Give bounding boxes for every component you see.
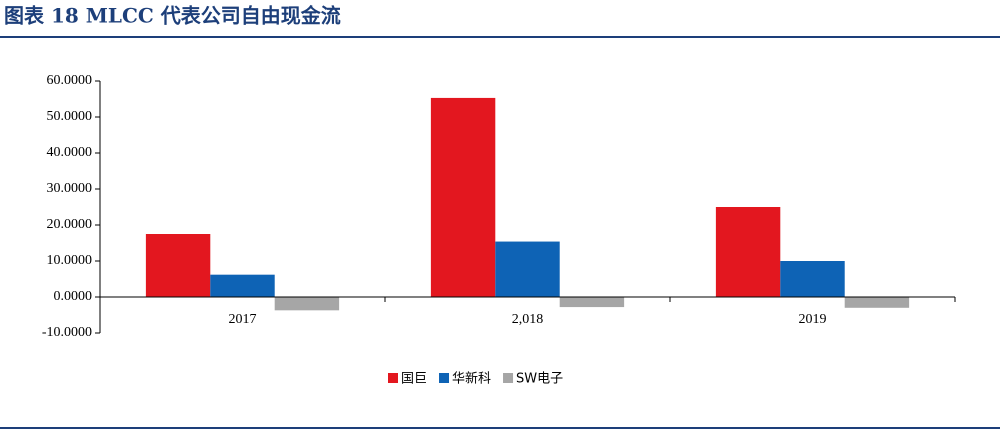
legend-swatch: [503, 373, 514, 383]
bar: [210, 274, 275, 297]
legend-swatch: [388, 373, 398, 383]
y-tick-label: 20.0000: [47, 217, 93, 232]
bar: [145, 234, 211, 297]
legend-label: 国巨: [401, 372, 427, 387]
y-tick-label: 60.0000: [47, 73, 93, 88]
y-tick-label: 10.0000: [47, 253, 93, 268]
y-tick-label: 40.0000: [47, 145, 93, 160]
y-tick-label: 0.0000: [54, 289, 93, 304]
y-tick-label: -10.0000: [42, 325, 92, 340]
bar: [715, 207, 781, 297]
bar: [780, 261, 845, 297]
x-tick-label: 2019: [799, 312, 827, 327]
bar: [430, 97, 496, 297]
x-tick-label: 2,018: [512, 312, 544, 327]
legend-label: 华新科: [452, 371, 491, 387]
y-tick-label: 30.0000: [47, 181, 93, 196]
y-tick-label: 50.0000: [47, 109, 93, 124]
legend-label: SW电子: [516, 372, 563, 387]
chart-title: 图表 18 MLCC 代表公司自由现金流: [4, 4, 341, 28]
bar: [559, 297, 625, 308]
legend-swatch: [439, 373, 450, 383]
bar: [274, 297, 340, 311]
bar: [844, 297, 910, 308]
bar: [495, 241, 560, 297]
x-tick-label: 2017: [229, 312, 257, 327]
